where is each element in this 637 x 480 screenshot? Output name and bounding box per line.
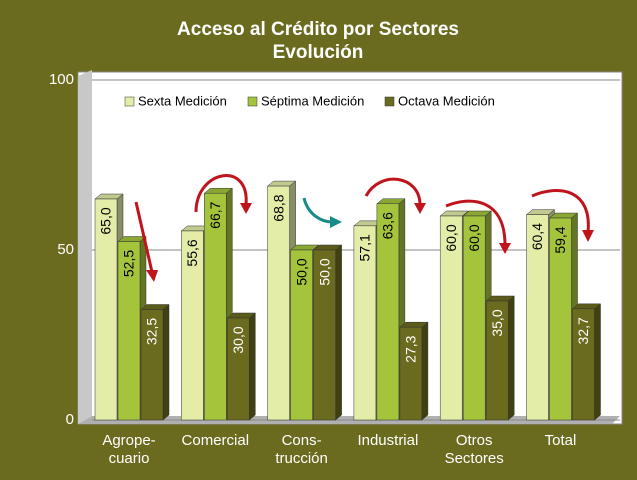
- bar-side: [335, 244, 342, 421]
- x-tick-label: Comercial: [181, 432, 250, 449]
- side-wall: [78, 70, 92, 424]
- data-label: 32,5: [144, 318, 160, 345]
- data-label: 60,0: [466, 224, 482, 251]
- arrows: [134, 174, 594, 282]
- data-label: 27,3: [403, 335, 419, 362]
- arrow: [134, 201, 154, 273]
- bar-front: [140, 309, 164, 421]
- legend-label: Séptima Medición: [261, 93, 364, 108]
- x-tick-label: Total: [544, 432, 577, 449]
- y-tick-label: 0: [66, 411, 74, 428]
- legend-label: Sexta Medición: [138, 93, 227, 108]
- legend-swatch: [124, 96, 135, 107]
- bar-front: [117, 241, 141, 421]
- x-tick-label: Agrope- cuario: [102, 432, 156, 467]
- bar-front: [399, 326, 423, 421]
- bar-front: [485, 300, 509, 421]
- data-label: 50,0: [293, 258, 309, 285]
- data-label: 65,0: [98, 207, 114, 234]
- legend-swatch: [247, 96, 258, 107]
- data-label: 59,4: [552, 226, 568, 253]
- chart-title: Acceso al Crédito por Sectores: [177, 19, 459, 40]
- data-label: 35,0: [489, 309, 505, 336]
- arrowhead: [146, 270, 158, 282]
- arrow: [531, 189, 590, 233]
- bar-front: [204, 192, 227, 421]
- arrow: [194, 174, 248, 213]
- bar-side: [421, 321, 429, 421]
- bar-3d: [571, 303, 602, 421]
- data-label: 63,6: [380, 212, 396, 239]
- data-label: 30,0: [230, 326, 246, 353]
- data-label: 68,8: [270, 194, 286, 221]
- bar-side: [249, 312, 256, 421]
- bar-front: [376, 203, 400, 421]
- bar-front: [290, 249, 313, 421]
- bar-side: [507, 295, 515, 421]
- data-label: 60,4: [529, 223, 545, 250]
- bar-front: [353, 225, 377, 421]
- bar-side: [594, 303, 601, 421]
- y-tick-label: 100: [49, 71, 74, 88]
- arrow: [364, 177, 422, 206]
- bar-3d: [312, 244, 343, 421]
- bar-front: [526, 214, 549, 421]
- bar-front: [94, 198, 118, 421]
- arrow: [302, 197, 333, 224]
- x-tick-label: Industrial: [357, 432, 419, 449]
- arrowhead: [582, 230, 594, 242]
- arrowhead: [330, 216, 342, 228]
- chart-subtitle: Evolución: [273, 42, 364, 63]
- bar-front: [549, 217, 572, 421]
- arrowhead: [240, 203, 252, 214]
- bar-side: [162, 303, 170, 421]
- bar-front: [313, 249, 336, 421]
- x-tick-label: Otros Sectores: [444, 432, 504, 467]
- arrowhead: [414, 203, 426, 214]
- data-label: 32,7: [575, 317, 591, 344]
- bar-front: [462, 215, 486, 421]
- data-label: 55,6: [184, 239, 200, 266]
- bar-front: [181, 230, 204, 421]
- bar-3d: [140, 303, 170, 421]
- bar-3d: [399, 321, 429, 421]
- arrow: [445, 199, 507, 246]
- legend-swatch: [384, 96, 395, 107]
- data-label: 50,0: [316, 258, 332, 285]
- bar-3d: [226, 312, 256, 421]
- arrowhead: [499, 243, 511, 254]
- data-label: 66,7: [207, 201, 223, 228]
- data-label: 57,1: [357, 234, 373, 261]
- bar-front: [572, 308, 595, 421]
- bar-3d: [485, 295, 515, 421]
- legend-label: Octava Medición: [398, 93, 495, 108]
- bar-front: [227, 317, 250, 421]
- data-label: 60,0: [443, 224, 459, 251]
- data-label: 52,5: [121, 250, 137, 277]
- y-tick-label: 50: [57, 241, 74, 258]
- bar-front: [439, 215, 463, 421]
- x-tick-label: Cons- trucción: [275, 432, 328, 467]
- bar-front: [267, 185, 290, 421]
